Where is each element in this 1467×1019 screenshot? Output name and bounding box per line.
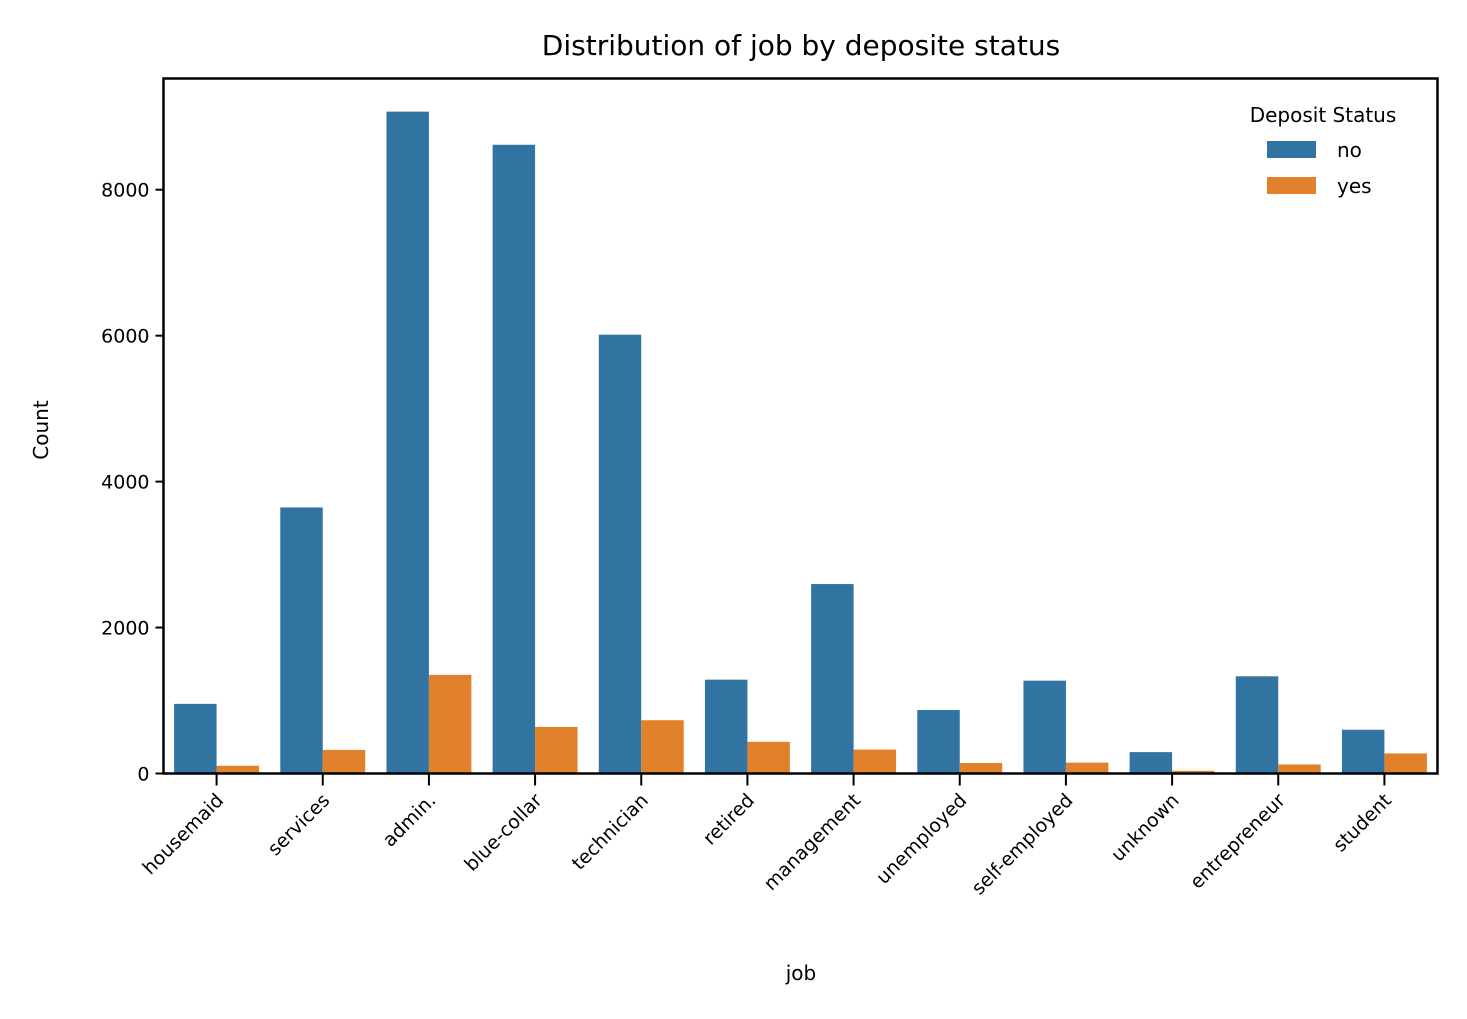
x-axis: housemaid services admin. blue-collar techni… — [138, 773, 1396, 899]
bar-no-services — [280, 507, 323, 774]
y-axis: 0 2000 4000 6000 8000 — [101, 180, 164, 786]
bar-no-entrepreneur — [1235, 676, 1279, 774]
bar-yes-student — [1384, 753, 1427, 774]
legend-swatch-no — [1267, 141, 1316, 158]
bar-yes-self-employed — [1065, 762, 1109, 774]
x-tick-label: technician — [568, 789, 653, 874]
x-tick-label: student — [1329, 789, 1396, 856]
x-tick-label: blue-collar — [460, 789, 546, 875]
y-tick-label: 6000 — [101, 326, 149, 348]
legend-label-yes: yes — [1337, 174, 1372, 198]
bar-no-retired — [704, 679, 748, 774]
bar-no-unknown — [1129, 752, 1173, 774]
bar-no-admin. — [386, 111, 429, 774]
x-tick-label: housemaid — [138, 789, 228, 879]
y-tick-label: 8000 — [101, 180, 149, 202]
legend-label-no: no — [1337, 138, 1362, 162]
bars-layer — [174, 111, 1427, 774]
bar-yes-unemployed — [959, 762, 1003, 774]
bar-yes-entrepreneur — [1278, 764, 1321, 774]
x-tick-label: management — [760, 789, 866, 895]
bar-yes-services — [322, 749, 366, 774]
y-tick-label: 2000 — [101, 618, 149, 640]
bar-yes-retired — [747, 741, 790, 774]
legend-swatch-yes — [1267, 177, 1316, 194]
legend: Deposit Status no yes — [1250, 103, 1397, 198]
bar-yes-housemaid — [216, 765, 260, 774]
bar-no-technician — [598, 334, 642, 774]
chart-title: Distribution of job by deposite status — [542, 29, 1060, 62]
x-tick-label: admin. — [379, 789, 441, 851]
y-tick-label: 4000 — [101, 472, 149, 494]
plot-frame — [162, 77, 1439, 775]
bar-yes-unknown — [1172, 770, 1215, 774]
bar-yes-blue-collar — [535, 726, 578, 774]
legend-title: Deposit Status — [1250, 103, 1397, 127]
x-tick-label: unknown — [1107, 789, 1184, 866]
bar-no-blue-collar — [492, 144, 536, 774]
x-tick-label: retired — [699, 789, 759, 849]
y-axis-label: Count — [29, 400, 53, 460]
bar-no-self-employed — [1023, 680, 1066, 774]
bar-yes-admin. — [428, 674, 472, 774]
x-tick-label: unemployed — [872, 789, 971, 888]
x-axis-label: job — [785, 961, 817, 985]
x-tick-label: services — [264, 789, 335, 860]
bar-no-student — [1341, 729, 1385, 774]
y-tick-label: 0 — [137, 764, 149, 786]
x-tick-label: entrepreneur — [1186, 789, 1290, 893]
bar-yes-management — [853, 749, 897, 774]
bar-no-housemaid — [174, 703, 217, 774]
x-tick-label: self-employed — [967, 789, 1077, 899]
bar-no-unemployed — [917, 710, 960, 774]
bar-no-management — [811, 584, 854, 774]
bar-yes-technician — [641, 720, 684, 774]
